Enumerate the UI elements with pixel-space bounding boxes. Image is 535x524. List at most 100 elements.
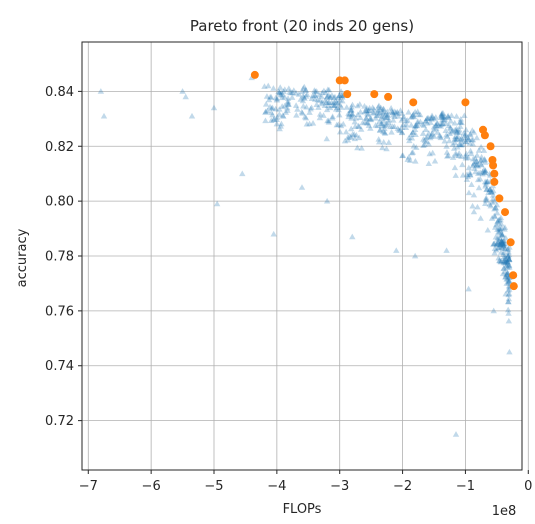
population-point xyxy=(384,114,391,120)
population-point xyxy=(311,87,318,93)
population-point xyxy=(483,186,490,193)
population-point xyxy=(336,101,344,108)
population-point xyxy=(489,199,496,205)
population-point xyxy=(300,85,307,91)
population-point xyxy=(501,268,509,275)
population-point xyxy=(273,120,281,127)
population-point xyxy=(505,298,512,305)
population-point xyxy=(308,95,315,102)
population-point xyxy=(381,130,389,136)
population-point xyxy=(459,161,466,168)
pareto-point xyxy=(509,282,518,291)
pareto-point xyxy=(506,238,515,247)
population-point xyxy=(411,108,419,115)
population-point xyxy=(420,122,427,128)
population-point xyxy=(383,120,390,127)
population-point xyxy=(397,107,404,113)
population-point xyxy=(320,112,327,118)
population-point xyxy=(497,258,505,265)
population-point xyxy=(300,94,307,100)
pareto-point xyxy=(501,208,510,217)
population-point xyxy=(319,89,326,96)
population-point xyxy=(498,241,505,247)
population-point xyxy=(500,242,507,249)
population-point xyxy=(290,87,298,93)
population-point xyxy=(501,259,509,266)
population-point xyxy=(324,93,331,99)
y-tick-label: 0.72 xyxy=(45,414,74,429)
population-point xyxy=(500,251,507,257)
population-point xyxy=(441,137,448,144)
population-point xyxy=(495,220,502,226)
population-point xyxy=(266,103,274,110)
grid-lines xyxy=(82,42,529,470)
population-point xyxy=(239,170,246,177)
population-point xyxy=(503,258,511,265)
population-point xyxy=(453,135,461,142)
population-point xyxy=(477,175,484,182)
population-point xyxy=(438,110,446,116)
population-point xyxy=(500,257,508,264)
population-point xyxy=(434,120,441,126)
population-point xyxy=(456,141,464,147)
population-point xyxy=(351,118,358,125)
population-point xyxy=(430,115,438,122)
population-point xyxy=(354,102,361,109)
population-point xyxy=(344,134,352,140)
population-point xyxy=(318,100,326,107)
population-point xyxy=(330,94,338,100)
population-point xyxy=(349,233,356,240)
population-point xyxy=(387,123,394,130)
population-point xyxy=(410,142,417,149)
population-point xyxy=(369,109,377,115)
population-point xyxy=(349,111,356,117)
population-point xyxy=(262,117,269,124)
population-point xyxy=(478,161,485,168)
population-point xyxy=(415,111,422,117)
population-point xyxy=(505,248,512,255)
population-point xyxy=(389,109,396,116)
population-point xyxy=(442,120,450,126)
population-point xyxy=(449,127,456,134)
population-point xyxy=(289,89,296,96)
population-point xyxy=(506,278,513,284)
population-point xyxy=(306,109,313,115)
population-point xyxy=(475,170,482,176)
population-point xyxy=(332,106,340,112)
population-point xyxy=(264,107,271,114)
population-point xyxy=(505,245,512,252)
population-point xyxy=(375,103,382,110)
population-point xyxy=(475,147,483,153)
population-point xyxy=(363,114,370,121)
population-point xyxy=(494,218,501,225)
population-point xyxy=(392,109,400,116)
population-point xyxy=(331,102,338,108)
pareto-point xyxy=(480,131,489,140)
population-point xyxy=(346,111,353,117)
population-point xyxy=(498,238,505,245)
population-point xyxy=(429,130,436,136)
population-point xyxy=(444,112,452,119)
population-point xyxy=(272,94,280,101)
population-point xyxy=(504,261,511,267)
population-point xyxy=(303,91,311,97)
population-point xyxy=(265,96,273,103)
population-point xyxy=(505,261,513,268)
population-point xyxy=(344,136,352,143)
population-point xyxy=(500,237,507,244)
population-point xyxy=(381,129,388,135)
population-point xyxy=(498,220,505,227)
population-point xyxy=(451,139,459,146)
population-point xyxy=(412,158,419,164)
population-point xyxy=(435,122,443,128)
population-point xyxy=(316,114,324,121)
population-point xyxy=(504,258,511,265)
population-point xyxy=(357,108,364,115)
population-point xyxy=(458,136,466,143)
population-point xyxy=(342,128,350,135)
population-point xyxy=(502,273,509,280)
population-point xyxy=(494,239,502,246)
population-point xyxy=(475,184,483,191)
population-point xyxy=(331,93,339,100)
